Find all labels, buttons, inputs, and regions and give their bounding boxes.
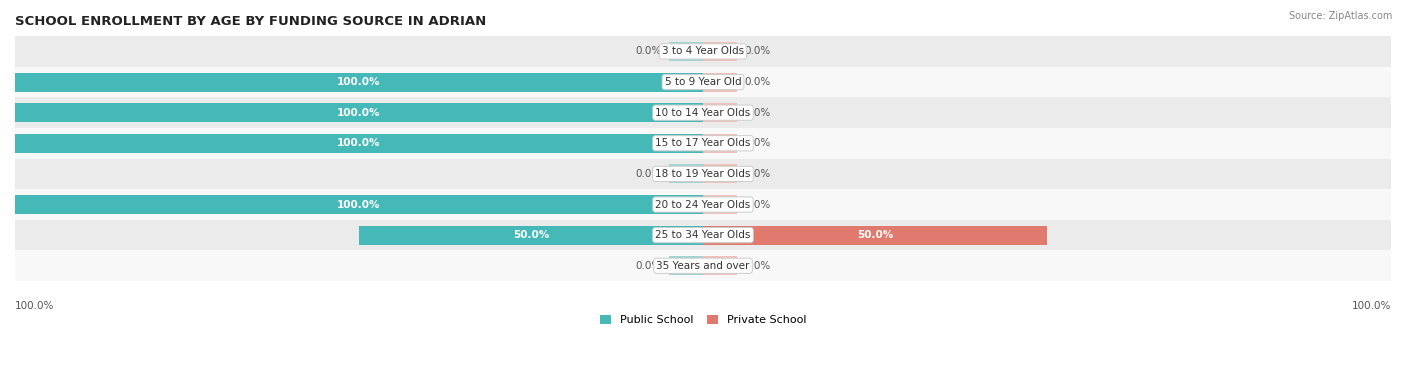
Bar — [15, 134, 703, 153]
Bar — [15, 195, 703, 214]
Bar — [15, 36, 1391, 67]
Text: 0.0%: 0.0% — [744, 77, 770, 87]
Text: 100.0%: 100.0% — [337, 199, 381, 210]
Bar — [669, 256, 703, 275]
Text: 50.0%: 50.0% — [856, 230, 893, 240]
Text: 0.0%: 0.0% — [744, 199, 770, 210]
Bar — [703, 42, 737, 61]
Text: 100.0%: 100.0% — [337, 138, 381, 148]
Bar — [703, 164, 737, 183]
Bar — [669, 42, 703, 61]
Bar — [15, 128, 1391, 159]
Bar — [703, 103, 737, 122]
Bar — [15, 159, 1391, 189]
Text: 10 to 14 Year Olds: 10 to 14 Year Olds — [655, 108, 751, 118]
Text: 0.0%: 0.0% — [744, 46, 770, 57]
Bar — [15, 67, 1391, 97]
Text: 100.0%: 100.0% — [15, 301, 55, 311]
Text: 100.0%: 100.0% — [337, 77, 381, 87]
Text: 20 to 24 Year Olds: 20 to 24 Year Olds — [655, 199, 751, 210]
Text: 0.0%: 0.0% — [636, 261, 662, 271]
Text: Source: ZipAtlas.com: Source: ZipAtlas.com — [1288, 11, 1392, 21]
Text: 0.0%: 0.0% — [636, 169, 662, 179]
Text: 0.0%: 0.0% — [636, 46, 662, 57]
Text: 25 to 34 Year Olds: 25 to 34 Year Olds — [655, 230, 751, 240]
Text: 100.0%: 100.0% — [337, 108, 381, 118]
Bar — [703, 226, 1047, 245]
Text: 0.0%: 0.0% — [744, 169, 770, 179]
Bar — [703, 134, 737, 153]
Text: 3 to 4 Year Olds: 3 to 4 Year Olds — [662, 46, 744, 57]
Bar — [703, 195, 737, 214]
Bar — [359, 226, 703, 245]
Text: 0.0%: 0.0% — [744, 108, 770, 118]
Text: 50.0%: 50.0% — [513, 230, 550, 240]
Text: 100.0%: 100.0% — [1351, 301, 1391, 311]
Text: SCHOOL ENROLLMENT BY AGE BY FUNDING SOURCE IN ADRIAN: SCHOOL ENROLLMENT BY AGE BY FUNDING SOUR… — [15, 15, 486, 28]
Text: 15 to 17 Year Olds: 15 to 17 Year Olds — [655, 138, 751, 148]
Text: 0.0%: 0.0% — [744, 261, 770, 271]
Bar — [15, 220, 1391, 250]
Bar — [703, 256, 737, 275]
Text: 35 Years and over: 35 Years and over — [657, 261, 749, 271]
Text: 5 to 9 Year Old: 5 to 9 Year Old — [665, 77, 741, 87]
Text: 0.0%: 0.0% — [744, 138, 770, 148]
Bar — [669, 164, 703, 183]
Bar — [703, 72, 737, 92]
Legend: Public School, Private School: Public School, Private School — [595, 310, 811, 329]
Bar — [15, 103, 703, 122]
Bar — [15, 250, 1391, 281]
Bar — [15, 189, 1391, 220]
Bar — [15, 97, 1391, 128]
Bar — [15, 72, 703, 92]
Text: 18 to 19 Year Olds: 18 to 19 Year Olds — [655, 169, 751, 179]
